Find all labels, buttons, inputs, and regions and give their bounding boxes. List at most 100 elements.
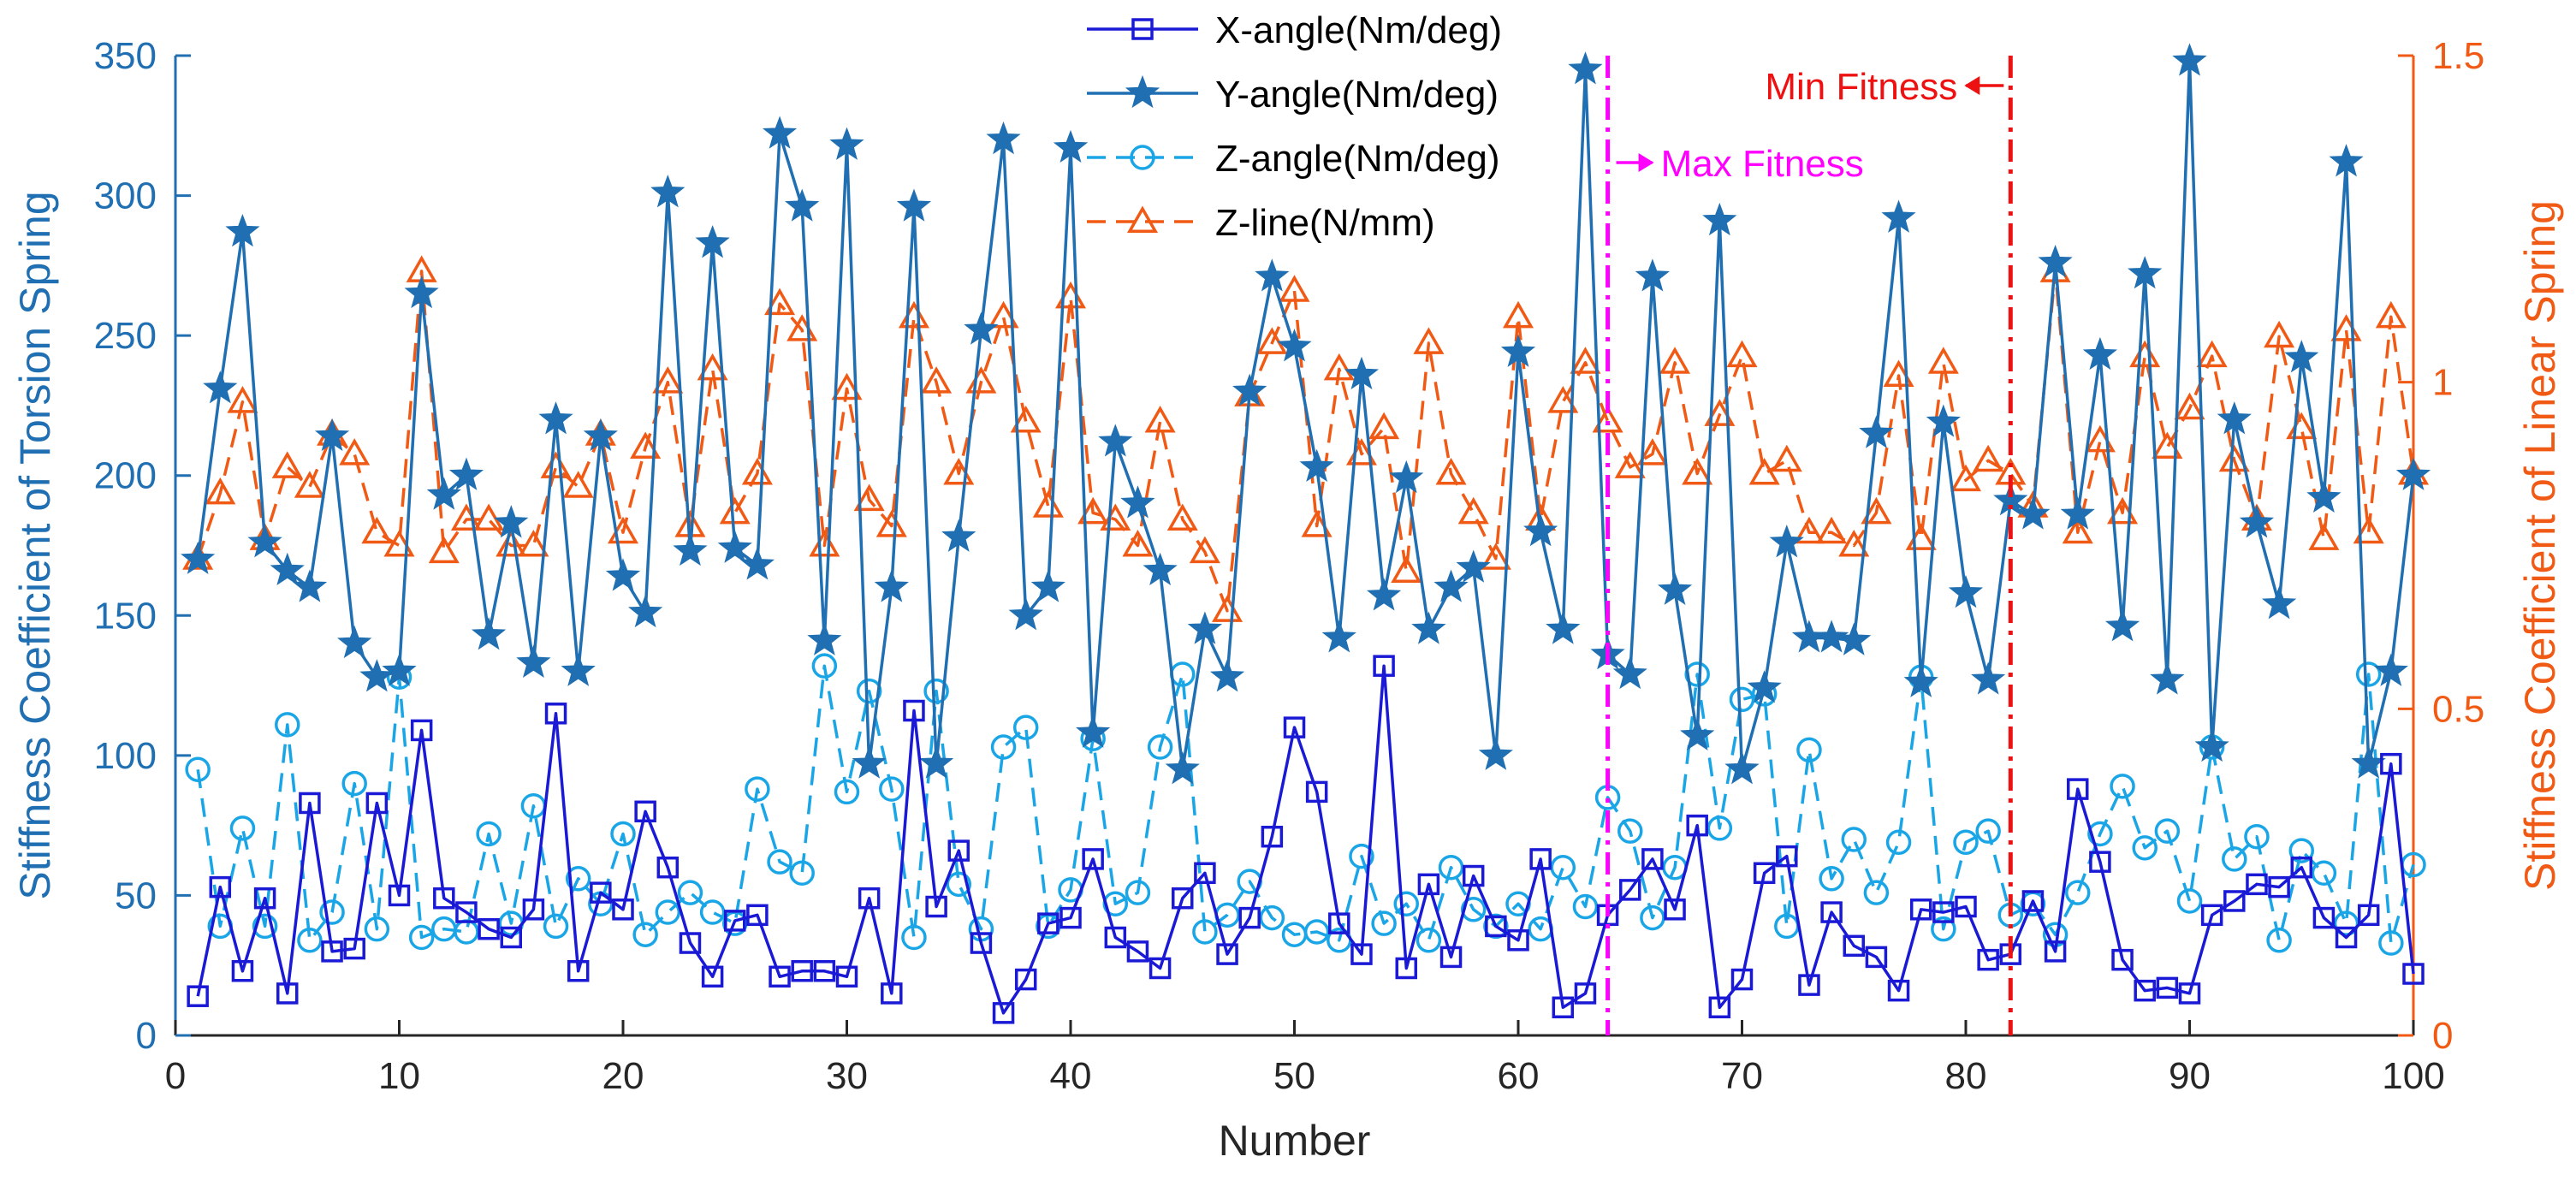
data-point-z-angle — [341, 770, 367, 797]
legend-marker-y-angle — [1125, 74, 1160, 109]
data-point-x-angle — [1708, 996, 1731, 1019]
data-point-y-angle — [181, 541, 216, 574]
data-point-x-angle — [1395, 957, 1417, 980]
data-point-y-angle — [1008, 597, 1043, 631]
legend-group: X-angle(Nm/deg) Y-angle(Nm/deg) Z-angle(Nm… — [1087, 9, 1502, 244]
data-point-z-angle — [1349, 843, 1374, 869]
data-point-y-angle — [337, 625, 372, 659]
data-point-y-angle — [1321, 620, 1356, 653]
data-point-y-angle — [785, 188, 820, 222]
data-point-z-line — [921, 366, 953, 394]
data-point-z-angle — [834, 779, 860, 805]
annotation-label: Min Fitness — [1765, 66, 1957, 108]
data-point-x-angle — [2089, 851, 2111, 873]
data-point-x-angle — [2290, 856, 2312, 879]
data-point-y-angle — [1657, 572, 1693, 605]
data-point-y-angle — [538, 401, 573, 435]
data-point-x-angle — [903, 699, 925, 722]
data-point-x-angle — [1820, 901, 1843, 923]
data-point-z-line — [1726, 340, 1758, 368]
data-point-x-angle — [1216, 943, 1238, 965]
data-point-y-angle — [2150, 661, 2185, 695]
data-point-z-angle — [2355, 661, 2382, 687]
data-point-z-line — [831, 372, 863, 400]
y-right-tick-label: 0.5 — [2432, 688, 2484, 730]
data-point-y-angle — [1411, 611, 1446, 644]
data-point-z-line — [1816, 516, 1848, 544]
data-point-z-angle — [1012, 715, 1039, 740]
data-point-z-line — [1659, 347, 1691, 374]
data-point-x-angle — [500, 926, 522, 949]
data-point-y-angle — [986, 121, 1021, 155]
data-point-y-angle — [583, 418, 618, 452]
data-point-x-angle — [2357, 904, 2380, 927]
data-point-z-angle — [2311, 860, 2337, 887]
data-point-x-angle — [343, 937, 365, 960]
data-point-z-angle — [811, 653, 838, 679]
data-point-x-angle — [769, 965, 791, 988]
data-point-z-angle — [1684, 661, 1710, 687]
data-point-x-angle — [2156, 976, 2179, 999]
data-point-y-angle — [2217, 401, 2252, 435]
data-point-z-line — [2152, 431, 2183, 459]
x-tick-label: 100 — [2382, 1055, 2444, 1097]
data-point-z-line — [1771, 444, 1802, 472]
data-point-y-angle — [247, 525, 282, 558]
data-point-z-line — [1010, 405, 1042, 433]
data-point-z-angle — [990, 734, 1017, 760]
data-point-x-angle — [1507, 929, 1529, 952]
data-point-z-line — [652, 366, 684, 394]
data-point-x-angle — [2380, 752, 2402, 775]
data-point-z-angle — [2333, 910, 2359, 936]
data-point-x-angle — [1261, 825, 1284, 848]
data-point-x-angle — [1104, 926, 1127, 949]
data-point-y-angle — [964, 311, 999, 345]
data-point-y-angle — [2172, 43, 2207, 76]
data-point-z-angle — [2222, 846, 2247, 872]
data-point-y-angle — [1165, 751, 1200, 785]
data-point-x-angle — [656, 856, 680, 879]
data-point-x-angle — [2268, 875, 2290, 898]
data-point-z-angle — [2110, 774, 2135, 799]
data-point-y-angle — [471, 617, 507, 650]
data-point-z-line — [1457, 496, 1489, 525]
data-point-z-angle — [879, 776, 905, 802]
y-right-tick-label: 1 — [2432, 362, 2453, 404]
data-point-y-angle — [650, 175, 686, 208]
data-point-y-angle — [717, 530, 752, 563]
data-point-x-angle — [1462, 864, 1485, 887]
data-point-x-angle — [1439, 946, 1463, 969]
data-point-y-angle — [2194, 728, 2229, 762]
x-tick-label: 30 — [826, 1055, 868, 1097]
data-point-z-angle — [745, 776, 770, 802]
data-point-x-angle — [1194, 862, 1216, 885]
data-point-z-angle — [946, 871, 971, 898]
data-point-z-angle — [2266, 928, 2292, 953]
data-point-z-angle — [252, 913, 278, 940]
data-point-z-line — [562, 471, 594, 498]
data-point-y-angle — [1120, 485, 1155, 519]
data-point-z-angle — [1841, 827, 1867, 852]
data-point-y-angle — [426, 477, 461, 510]
data-point-z-line — [1413, 327, 1445, 354]
series-line-z-line — [196, 270, 2415, 613]
data-point-y-angle — [2284, 340, 2319, 373]
data-point-z-line — [294, 471, 325, 498]
data-point-x-angle — [1126, 940, 1149, 963]
data-point-x-angle — [1059, 906, 1082, 929]
data-point-x-angle — [1149, 957, 1172, 980]
data-point-y-angle — [2239, 505, 2275, 538]
data-point-x-angle — [1730, 968, 1754, 991]
data-point-x-angle — [2200, 904, 2223, 927]
data-point-x-angle — [2111, 948, 2134, 971]
data-point-z-line — [1323, 353, 1355, 381]
legend-label: Z-line(N/mm) — [1215, 202, 1435, 244]
data-point-z-angle — [1617, 818, 1643, 844]
data-point-x-angle — [455, 901, 478, 923]
data-point-z-angle — [319, 899, 345, 925]
data-point-y-angle — [1209, 659, 1245, 692]
data-point-x-angle — [2223, 890, 2246, 912]
data-point-x-angle — [2402, 963, 2425, 985]
data-point-z-angle — [1931, 916, 1956, 942]
data-point-x-angle — [2312, 906, 2336, 929]
